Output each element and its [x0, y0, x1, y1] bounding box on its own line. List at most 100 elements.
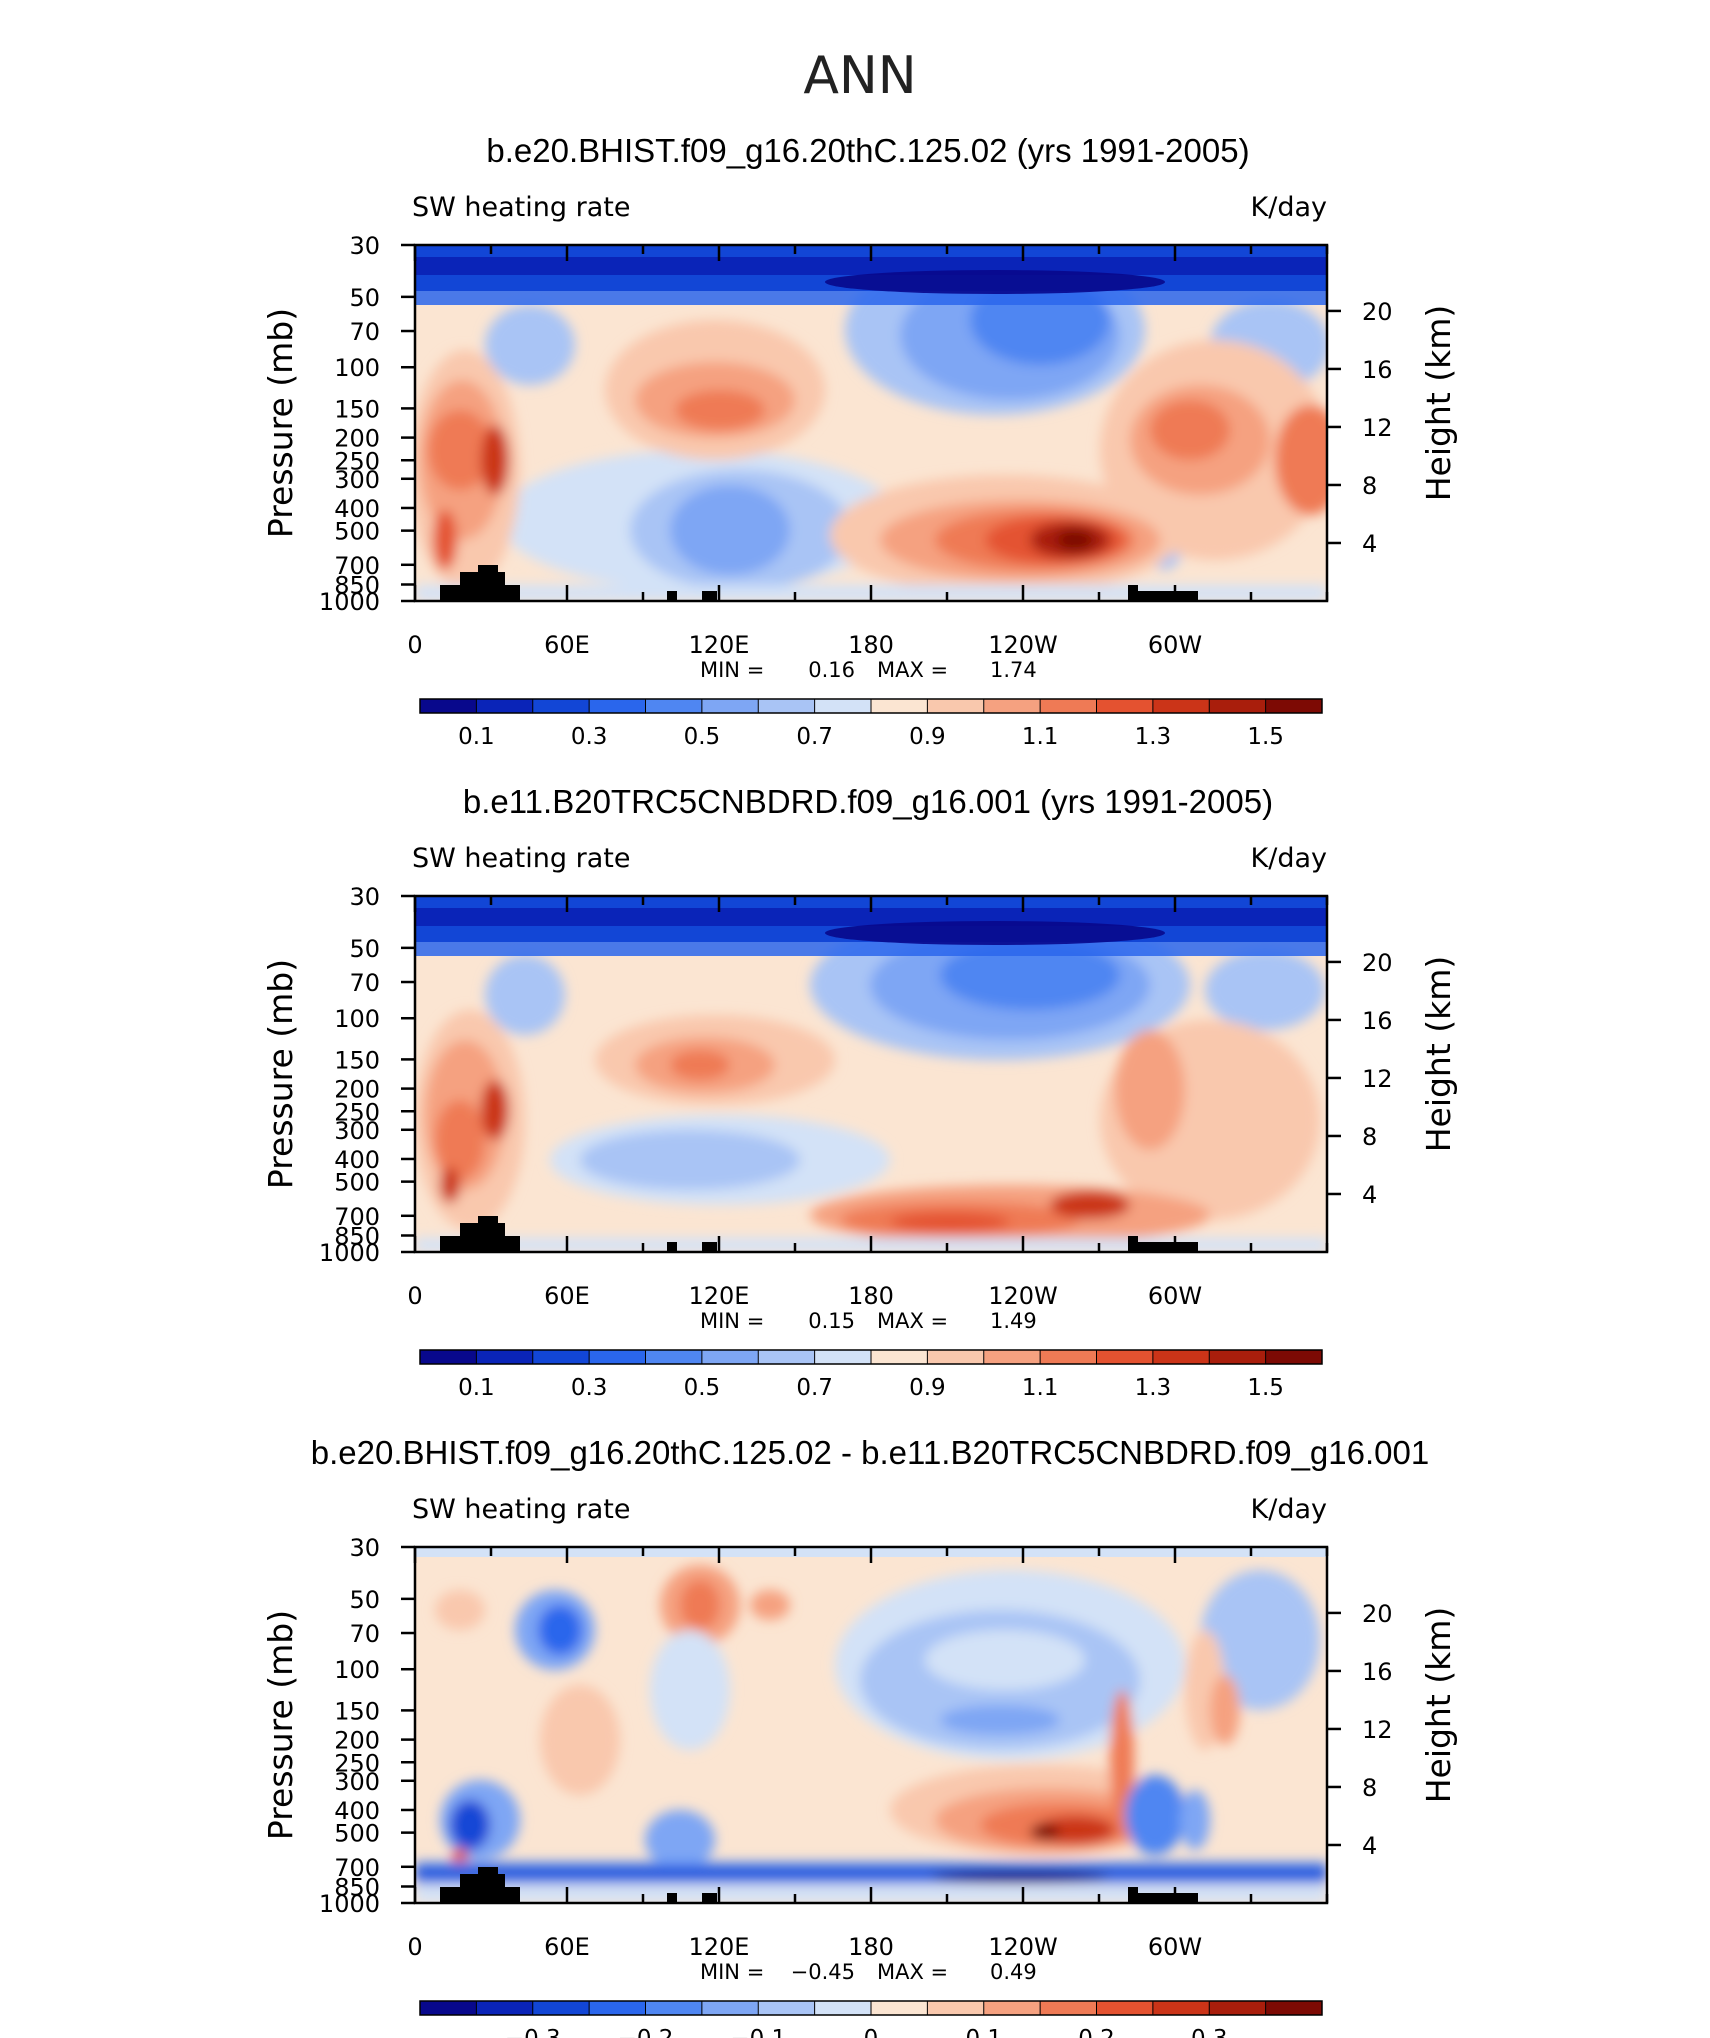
- y-tick-label: 1000: [319, 1239, 380, 1267]
- colorbar-label: −0.1: [730, 2026, 786, 2038]
- colorbar-label: 0.1: [458, 1375, 495, 1401]
- colorbar-swatch: [1040, 2001, 1097, 2015]
- variable-label: SW heating rate: [412, 843, 630, 874]
- min-value: −0.45: [791, 1960, 855, 1984]
- x-tick-label: 60W: [1148, 631, 1202, 659]
- panel-title: b.e11.B20TRC5CNBDRD.f09_g16.001 (yrs 199…: [463, 783, 1273, 820]
- colorbar-label: 0.5: [684, 1375, 721, 1401]
- y-tick-label: 150: [334, 395, 380, 423]
- colorbar-label: 1.1: [1022, 724, 1059, 750]
- colorbar-swatch: [1209, 2001, 1267, 2015]
- colorbar-label: 1.3: [1135, 1375, 1172, 1401]
- colorbar-swatch: [701, 1350, 759, 1364]
- y-tick-label: 250: [334, 447, 380, 475]
- panel-title: b.e20.BHIST.f09_g16.20thC.125.02 (yrs 19…: [486, 132, 1249, 169]
- min-label: MIN =: [700, 1960, 764, 1984]
- y-right-tick-label: 16: [1362, 1007, 1393, 1035]
- colorbar-swatch: [1265, 699, 1323, 713]
- variable-label: SW heating rate: [412, 1494, 630, 1525]
- colorbar-swatch: [983, 2001, 1041, 2015]
- y-tick-label: 30: [349, 232, 380, 260]
- y-tick-label: 700: [334, 1854, 380, 1882]
- colorbar-swatch: [1209, 1350, 1267, 1364]
- colorbar-label: 1.1: [1022, 1375, 1059, 1401]
- colorbar-swatch: [420, 2001, 477, 2015]
- max-value: 1.74: [990, 658, 1037, 682]
- y-tick-label: 100: [334, 354, 380, 382]
- x-tick-label: 120E: [689, 1282, 750, 1310]
- colorbar-swatch: [645, 699, 703, 713]
- colorbar-swatch: [532, 1350, 590, 1364]
- colorbar-swatch: [476, 2001, 534, 2015]
- panel-2: b.e11.B20TRC5CNBDRD.f09_g16.001 (yrs 199…: [261, 783, 1458, 1401]
- y-right-axis-label: Height (km): [1419, 305, 1458, 502]
- y-tick-label: 300: [334, 1768, 380, 1796]
- max-label: MAX =: [877, 1960, 948, 1984]
- x-tick-label: 120W: [988, 1282, 1058, 1310]
- colorbar-swatch: [871, 1350, 928, 1364]
- y-tick-label: 200: [334, 1727, 380, 1755]
- x-tick-label: 120W: [988, 1933, 1058, 1961]
- terrain-mask: [440, 565, 1198, 601]
- y-right-axis-label: Height (km): [1419, 1607, 1458, 1804]
- colorbar-swatch: [814, 699, 872, 713]
- colorbar-swatch: [420, 1350, 477, 1364]
- terrain-mask: [440, 1216, 1198, 1252]
- colorbar-swatch: [1152, 699, 1210, 713]
- y-right-tick-label: 8: [1362, 472, 1377, 500]
- x-tick-label: 0: [407, 1282, 422, 1310]
- y-tick-label: 400: [334, 1797, 380, 1825]
- x-tick-label: 60E: [544, 1933, 590, 1961]
- y-tick-label: 50: [349, 284, 380, 312]
- y-tick-label: 200: [334, 425, 380, 453]
- y-tick-label: 50: [349, 1586, 380, 1614]
- variable-label: SW heating rate: [412, 192, 630, 223]
- colorbar-label: 0.3: [1191, 2026, 1228, 2038]
- units-label: K/day: [1251, 1494, 1327, 1525]
- y-tick-label: 400: [334, 1146, 380, 1174]
- y-right-tick-label: 20: [1362, 949, 1393, 977]
- colorbar-swatch: [532, 2001, 590, 2015]
- x-tick-label: 0: [407, 631, 422, 659]
- colorbar-label: 0.2: [1078, 2026, 1115, 2038]
- y-tick-label: 500: [334, 1169, 380, 1197]
- y-tick-label: 50: [349, 935, 380, 963]
- y-tick-label: 500: [334, 518, 380, 546]
- colorbar-swatch: [927, 699, 985, 713]
- colorbar-label: 0: [864, 2026, 879, 2038]
- colorbar-label: 0.5: [684, 724, 721, 750]
- colorbar-swatch: [1152, 1350, 1210, 1364]
- panel-title: b.e20.BHIST.f09_g16.20thC.125.02 - b.e11…: [311, 1434, 1429, 1471]
- colorbar-swatch: [1265, 1350, 1323, 1364]
- x-tick-label: 120E: [689, 631, 750, 659]
- colorbar-swatch: [589, 1350, 646, 1364]
- y-right-tick-label: 4: [1362, 1832, 1377, 1860]
- y-right-tick-label: 4: [1362, 530, 1377, 558]
- axes: 0 60E 120E 180 120W 60W3050701001502002503004…: [261, 1534, 1458, 2038]
- y-tick-label: 850: [334, 572, 380, 600]
- colorbar-label: 0.7: [796, 1375, 833, 1401]
- y-tick-label: 250: [334, 1749, 380, 1777]
- colorbar-label: −0.2: [618, 2026, 674, 2038]
- y-tick-label: 100: [334, 1656, 380, 1684]
- colorbar-swatch: [814, 2001, 872, 2015]
- y-right-tick-label: 12: [1362, 414, 1393, 442]
- y-tick-label: 70: [349, 1620, 380, 1648]
- max-label: MAX =: [877, 1309, 948, 1333]
- y-tick-label: 1000: [319, 1890, 380, 1918]
- x-tick-label: 180: [848, 1933, 894, 1961]
- colorbar-swatch: [1096, 1350, 1154, 1364]
- colorbar-label: −0.3: [505, 2026, 561, 2038]
- y-right-tick-label: 16: [1362, 1658, 1393, 1686]
- y-right-tick-label: 16: [1362, 356, 1393, 384]
- x-tick-label: 120E: [689, 1933, 750, 1961]
- y-tick-label: 400: [334, 495, 380, 523]
- min-label: MIN =: [700, 658, 764, 682]
- units-label: K/day: [1251, 843, 1327, 874]
- y-tick-label: 150: [334, 1046, 380, 1074]
- panel-1: b.e20.BHIST.f09_g16.20thC.125.02 (yrs 19…: [261, 132, 1458, 750]
- colorbar-swatch: [420, 699, 477, 713]
- colorbar-label: 0.3: [571, 724, 608, 750]
- x-tick-label: 60W: [1148, 1282, 1202, 1310]
- heatmap-field: [415, 896, 1327, 1252]
